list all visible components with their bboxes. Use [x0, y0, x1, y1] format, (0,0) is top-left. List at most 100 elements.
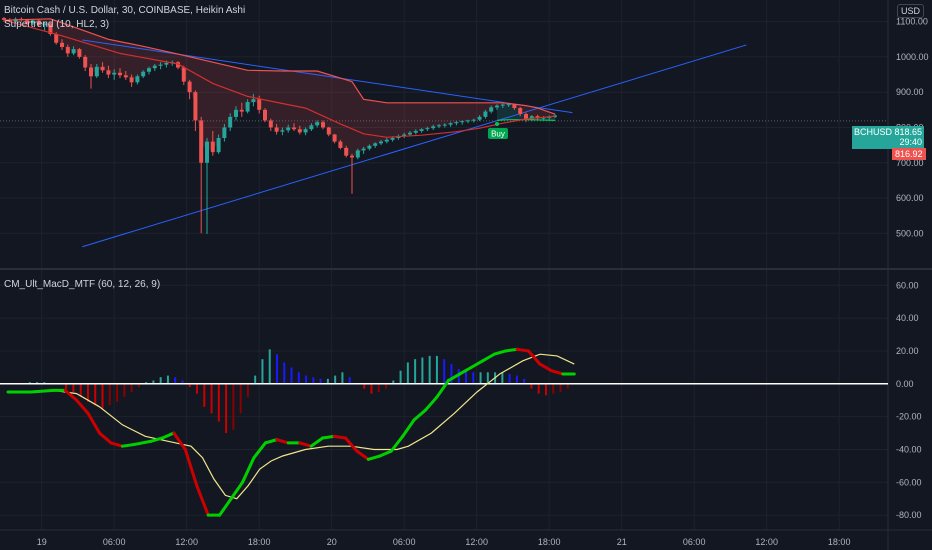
macd-histogram-bar	[435, 355, 438, 384]
macd-line-segment	[275, 438, 290, 445]
macd-histogram-bar	[377, 383, 380, 393]
macd-legend[interactable]: CM_Ult_MacD_MTF (60, 12, 26, 9)	[4, 279, 161, 290]
candle	[205, 138, 209, 235]
macd-histogram-bar	[523, 378, 526, 384]
candle	[152, 63, 157, 72]
macd-histogram-bar	[530, 383, 533, 389]
macd-line-segment	[160, 431, 176, 440]
macd-line-segment	[86, 411, 102, 435]
macd-line-segment	[120, 443, 136, 448]
macd-histogram-bar	[246, 383, 249, 397]
macd-histogram-bar	[196, 383, 199, 394]
candle-body	[512, 104, 517, 109]
candle-body	[193, 92, 198, 121]
macd-line-segment	[183, 447, 199, 488]
macd-histogram-bar	[283, 362, 286, 384]
macd-line-segment	[504, 347, 519, 353]
macd-line-segment	[172, 431, 187, 451]
candle-body	[112, 72, 117, 75]
candle	[239, 102, 244, 117]
time-tick-label: 18:00	[538, 537, 561, 547]
candle	[292, 123, 296, 131]
candle	[118, 68, 122, 79]
candle-body	[361, 148, 366, 151]
candle	[65, 44, 70, 57]
price-tick-label: 900.00	[896, 87, 924, 97]
macd-histogram-bar	[472, 372, 475, 384]
macd-histogram-bar	[86, 383, 89, 402]
candle-body	[65, 47, 70, 54]
macd-histogram-bar	[268, 349, 271, 384]
macd-line-segment	[355, 449, 370, 461]
macd-line-segment	[98, 431, 113, 445]
trendline[interactable]	[82, 39, 573, 114]
candle	[384, 138, 389, 144]
last-price-tag: BCHUSD 818.65 29:40	[852, 126, 924, 149]
candle-body	[431, 126, 436, 129]
candle-body	[228, 116, 233, 128]
candle-body	[257, 99, 262, 110]
candle	[495, 104, 499, 110]
candle-body	[239, 109, 244, 112]
buy-marker[interactable]	[488, 127, 508, 139]
macd-histogram-bar	[275, 354, 278, 384]
candle-body	[471, 119, 476, 121]
candle-body	[263, 109, 267, 121]
candle	[280, 127, 285, 136]
macd-histogram-bar	[108, 383, 111, 406]
candle-body	[222, 127, 227, 139]
macd-histogram-bar	[94, 383, 97, 406]
candle	[71, 46, 76, 56]
candle-body	[454, 122, 459, 124]
candle-body	[390, 138, 395, 140]
candle-body	[147, 68, 151, 72]
macd-histogram-bar	[239, 383, 242, 414]
macd-tick-label: 0.00	[896, 379, 914, 389]
candle-body	[245, 102, 250, 112]
candle	[437, 123, 441, 129]
candle-body	[524, 114, 528, 120]
macd-line-segment	[481, 352, 496, 363]
currency-badge[interactable]: USD	[896, 4, 924, 18]
price-tick-label: 600.00	[896, 193, 924, 203]
candle-body	[535, 116, 540, 119]
candle-body	[315, 122, 320, 126]
candle-body	[94, 66, 99, 77]
candle	[315, 120, 320, 128]
candle-body	[141, 71, 146, 77]
macd-histogram-bar	[457, 369, 460, 384]
macd-histogram-bar	[421, 357, 424, 384]
macd-histogram-bar	[72, 383, 75, 393]
supertrend-legend[interactable]: Supertrend (10, HL2, 3)	[4, 19, 110, 30]
candle	[176, 61, 180, 70]
candle-body	[25, 20, 30, 24]
time-tick-label: 12:00	[175, 537, 198, 547]
macd-histogram-bar	[334, 375, 337, 384]
macd-histogram-bar	[465, 370, 468, 384]
candle-body	[477, 116, 482, 120]
candle	[216, 134, 221, 154]
candle-body	[332, 134, 337, 142]
candle	[442, 123, 447, 128]
candle	[402, 132, 407, 139]
supertrend-fill	[4, 18, 555, 157]
last-price-value: 818.65	[894, 127, 922, 137]
candle-body	[135, 76, 140, 83]
candle-body	[48, 23, 53, 34]
macd-histogram-bar	[515, 375, 518, 384]
macd-line-segment	[378, 449, 393, 458]
candle	[94, 63, 99, 79]
candle-body	[210, 141, 215, 153]
candle	[425, 126, 430, 131]
macd-tick-label: 60.00	[896, 280, 919, 290]
candle-body	[36, 20, 41, 26]
macd-histogram-bar	[406, 362, 409, 384]
candle	[141, 70, 146, 79]
trendline[interactable]	[82, 44, 747, 248]
macd-line-segment	[424, 395, 439, 412]
macd-line-segment	[366, 454, 382, 461]
candle-body	[176, 62, 180, 68]
candle-body	[437, 125, 441, 127]
